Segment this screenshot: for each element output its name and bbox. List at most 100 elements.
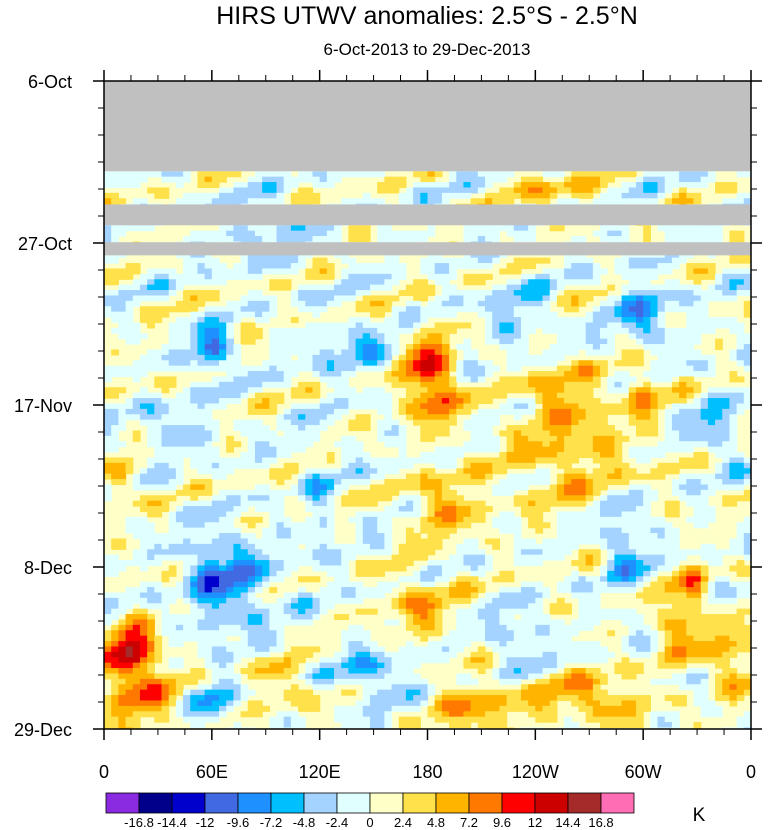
field-cell — [700, 425, 709, 432]
field-cell — [290, 333, 299, 340]
field-cell — [449, 554, 457, 561]
field-cell — [168, 430, 177, 437]
field-cell — [686, 495, 695, 502]
field-cell — [348, 284, 357, 291]
field-cell — [693, 425, 702, 432]
field-cell — [722, 392, 731, 399]
field-cell — [104, 198, 112, 205]
field-cell — [154, 435, 163, 442]
field-cell — [520, 333, 529, 340]
field-cell — [326, 489, 335, 496]
field-cell — [362, 360, 371, 367]
field-cell — [398, 360, 407, 367]
field-cell — [254, 495, 263, 502]
field-cell — [506, 479, 515, 486]
field-cell — [513, 479, 522, 486]
field-cell — [549, 484, 558, 491]
field-cell — [592, 473, 601, 480]
field-cell — [722, 414, 731, 421]
field-cell — [427, 268, 436, 275]
field-cell — [477, 257, 486, 264]
field-cell — [564, 516, 572, 523]
field-cell — [312, 419, 321, 426]
field-cell — [693, 565, 702, 572]
field-cell — [104, 430, 112, 437]
field-cell — [722, 295, 731, 302]
field-cell — [492, 317, 500, 324]
field-cell — [197, 295, 206, 302]
field-cell — [686, 360, 695, 367]
field-cell — [528, 516, 536, 523]
field-cell — [413, 198, 421, 205]
field-cell — [679, 300, 687, 307]
field-cell — [564, 538, 572, 545]
field-cell — [427, 225, 436, 232]
field-cell — [578, 187, 587, 194]
field-cell — [535, 435, 544, 442]
field-cell — [600, 495, 608, 502]
field-cell — [664, 506, 673, 513]
field-cell — [600, 457, 608, 464]
field-cell — [485, 263, 493, 270]
field-cell — [585, 560, 594, 567]
field-cell — [276, 522, 285, 529]
field-cell — [269, 570, 278, 577]
field-cell — [326, 365, 335, 372]
field-cell — [326, 371, 335, 378]
field-cell — [564, 549, 572, 556]
field-cell — [578, 300, 587, 307]
field-cell — [290, 435, 299, 442]
field-cell — [132, 263, 141, 270]
field-cell — [283, 257, 292, 264]
field-cell — [175, 533, 184, 540]
field-cell — [254, 192, 263, 199]
field-cell — [643, 176, 651, 183]
field-cell — [341, 344, 350, 351]
field-cell — [564, 263, 572, 270]
field-cell — [290, 592, 299, 599]
field-cell — [427, 284, 436, 291]
field-cell — [635, 570, 644, 577]
field-cell — [197, 452, 206, 459]
field-cell — [477, 435, 486, 442]
field-cell — [578, 484, 587, 491]
field-cell — [168, 171, 177, 178]
field-cell — [513, 230, 522, 237]
field-cell — [449, 257, 457, 264]
field-cell — [528, 376, 536, 383]
field-cell — [549, 376, 558, 383]
field-cell — [398, 236, 407, 243]
field-cell — [441, 392, 450, 399]
field-cell — [312, 533, 321, 540]
field-cell — [369, 565, 378, 572]
field-cell — [520, 500, 529, 507]
field-cell — [362, 300, 371, 307]
field-cell — [427, 435, 436, 442]
field-cell — [657, 527, 666, 534]
field-cell — [254, 554, 263, 561]
field-cell — [427, 290, 436, 297]
field-cell — [211, 381, 220, 388]
field-cell — [736, 236, 745, 243]
field-cell — [298, 192, 306, 199]
field-cell — [571, 430, 580, 437]
field-cell — [485, 338, 493, 345]
field-cell — [700, 500, 709, 507]
field-cell — [211, 182, 220, 189]
field-cell — [556, 300, 565, 307]
field-cell — [190, 268, 199, 275]
field-cell — [434, 360, 443, 367]
field-cell — [298, 187, 306, 194]
field-cell — [600, 527, 608, 534]
field-cell — [369, 392, 378, 399]
field-cell — [319, 549, 328, 556]
field-cell — [528, 543, 536, 550]
field-cell — [441, 479, 450, 486]
field-cell — [449, 403, 457, 410]
field-cell — [585, 344, 594, 351]
field-cell — [104, 300, 112, 307]
field-cell — [485, 565, 493, 572]
field-cell — [621, 462, 630, 469]
field-cell — [154, 279, 163, 286]
field-cell — [125, 414, 134, 421]
